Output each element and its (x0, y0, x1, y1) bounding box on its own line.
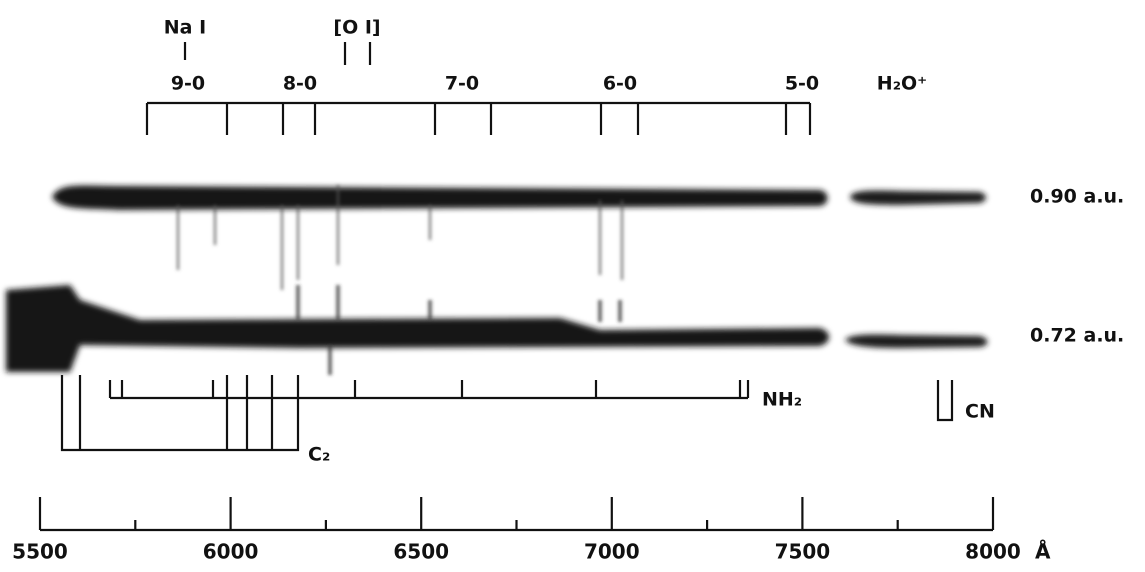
nh2-ticks (108, 380, 750, 398)
c2-ticks (78, 375, 274, 450)
cn-bracket (936, 380, 954, 422)
tick-label: 6000 (203, 540, 259, 564)
spectral-streaks (176, 185, 624, 375)
tick-label: 7000 (584, 540, 640, 564)
o-label: [O I] (333, 17, 380, 39)
tick-label: 6500 (393, 540, 449, 564)
band-ticks (145, 103, 812, 135)
band-label: 7-0 (445, 73, 479, 95)
tick-label: 8000 (965, 540, 1021, 564)
spectrum-upper (52, 185, 986, 210)
band-label: 5-0 (785, 73, 819, 95)
nh2-label: NH₂ (762, 389, 802, 411)
c2-label: C₂ (308, 444, 330, 466)
band-label: 6-0 (603, 73, 637, 95)
tick-label: 7500 (775, 540, 831, 564)
axis-unit: Å (1035, 540, 1051, 564)
band-label: 9-0 (171, 73, 205, 95)
na-label: Na I (164, 17, 206, 39)
tick-label: 5500 (12, 540, 68, 564)
axis: 5500 6000 6500 7000 7500 8000 (12, 497, 1021, 564)
spectrum-lower (6, 285, 988, 372)
band-label: 8-0 (283, 73, 317, 95)
h2o-label: H₂O⁺ (877, 73, 927, 95)
spectrum-label: 0.90 a.u. (1030, 186, 1124, 208)
spectrum-label: 0.72 a.u. (1030, 325, 1124, 347)
cn-label: CN (965, 401, 995, 423)
c2-bracket (60, 375, 300, 452)
